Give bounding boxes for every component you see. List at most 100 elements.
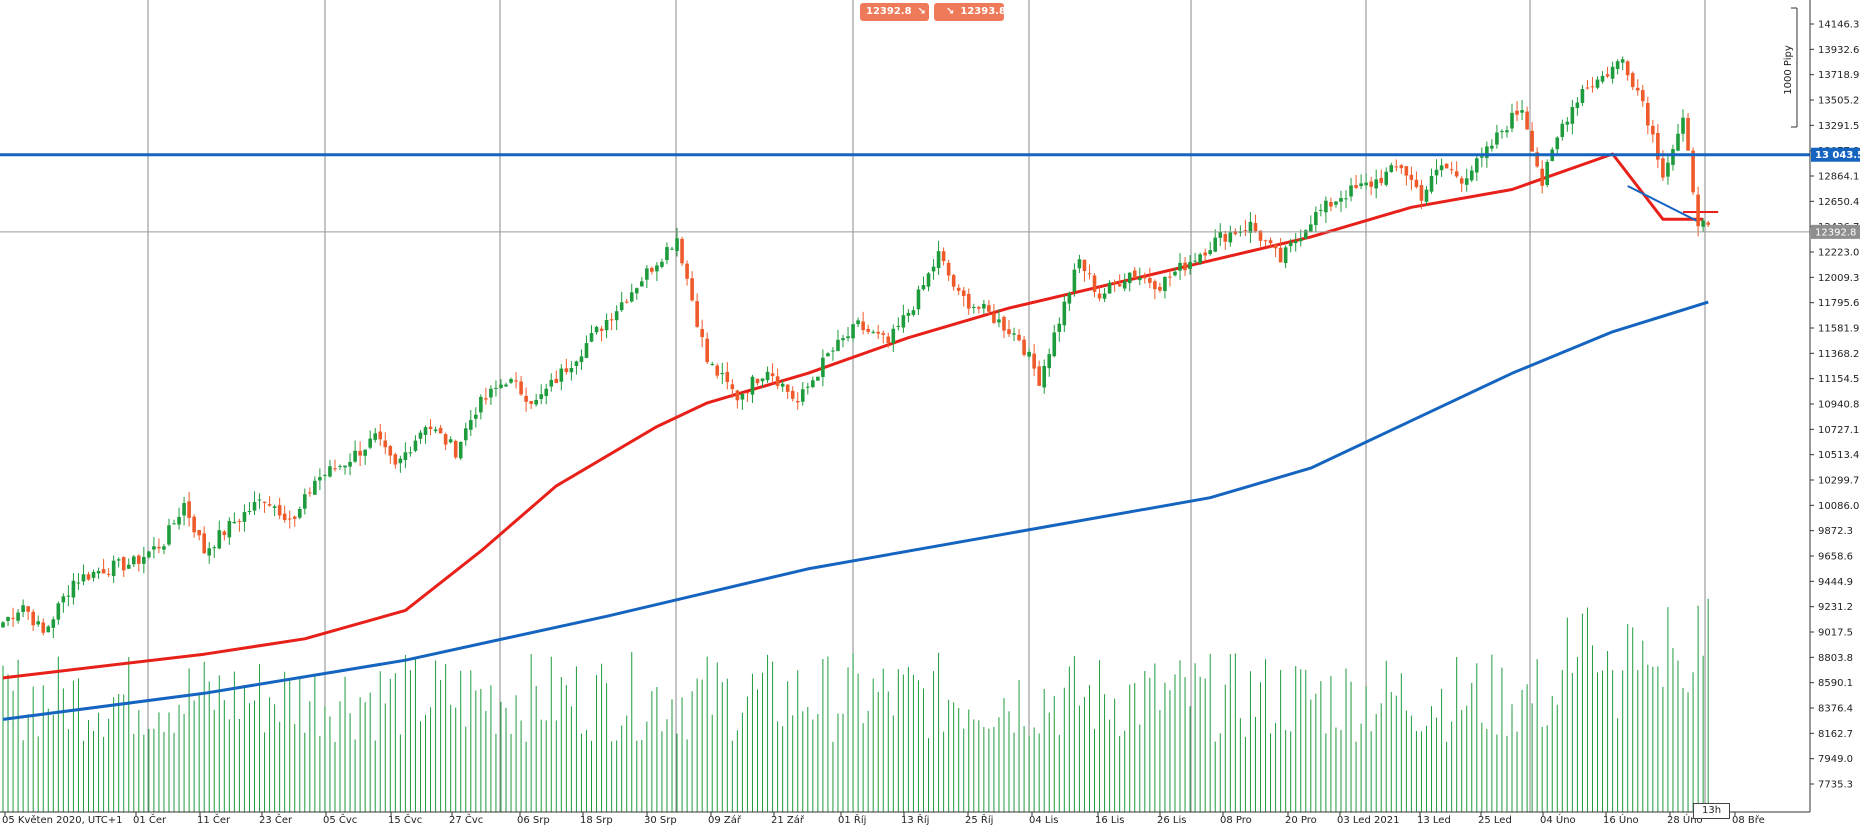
time-tick-label: 15 Čvc xyxy=(388,813,422,826)
bullish-candle xyxy=(710,363,715,365)
bearish-candle xyxy=(1158,286,1162,291)
price-tick-label: 13932.6 xyxy=(1818,45,1859,56)
time-tick-label: 01 Říj xyxy=(838,813,866,826)
bullish-candle xyxy=(1474,158,1479,173)
bullish-candle xyxy=(1293,241,1298,244)
bearish-candle xyxy=(1404,166,1409,176)
price-tick-label: 13718.9 xyxy=(1818,70,1859,81)
bullish-candle xyxy=(1610,66,1615,79)
bearish-candle xyxy=(1646,102,1650,126)
bullish-candle xyxy=(826,353,830,357)
bullish-candle xyxy=(1228,232,1233,243)
bullish-candle xyxy=(765,371,770,381)
time-tick-label: 23 Čer xyxy=(259,813,293,826)
bearish-candle xyxy=(443,434,448,445)
bearish-candle xyxy=(292,516,297,519)
bullish-candle xyxy=(1595,79,1600,88)
price-tick-label: 10513.4 xyxy=(1818,450,1859,461)
bullish-candle xyxy=(1384,171,1389,185)
bullish-candle xyxy=(1464,178,1469,185)
price-tick-label: 13505.2 xyxy=(1818,96,1859,107)
bullish-candle xyxy=(297,508,302,518)
time-axis[interactable]: 05 Květen 2020, UTC+1 01 Čer 11 Čer 23 Čer 0… xyxy=(0,811,1810,826)
bullish-candle xyxy=(1575,102,1580,109)
bearish-candle xyxy=(564,368,569,373)
bullish-candle xyxy=(836,339,840,352)
buy-price-tag[interactable]: ↘ 12393.8 xyxy=(934,3,1006,21)
bullish-candle xyxy=(569,367,574,373)
bullish-candle xyxy=(1178,262,1182,271)
candlesticks xyxy=(1,56,1710,639)
price-axis[interactable]: 14146.313932.613718.913505.213291.513077… xyxy=(1809,0,1861,812)
bullish-candle xyxy=(81,574,86,582)
bearish-candle xyxy=(1097,293,1102,299)
price-tick-label: 8803.8 xyxy=(1818,653,1853,664)
current-price-label-bg xyxy=(1811,224,1860,239)
bearish-candle xyxy=(529,400,533,404)
bearish-candle xyxy=(1087,273,1092,275)
bullish-candle xyxy=(926,273,931,287)
bearish-candle xyxy=(1691,150,1695,193)
bullish-candle xyxy=(247,510,252,512)
bearish-candle xyxy=(599,328,604,331)
bearish-candle xyxy=(1354,185,1358,188)
bullish-candle xyxy=(619,302,624,311)
bullish-candle xyxy=(931,266,936,272)
time-tick-label: 16 Lis xyxy=(1095,815,1124,826)
price-tick-label: 12864.1 xyxy=(1818,172,1859,183)
horizontal-price-line[interactable] xyxy=(0,153,1810,233)
bearish-candle xyxy=(1630,73,1635,87)
bearish-candle xyxy=(1444,163,1449,169)
bullish-candle xyxy=(1303,230,1308,239)
bullish-candle xyxy=(971,306,976,308)
bearish-candle xyxy=(378,431,383,440)
bullish-candle xyxy=(1600,75,1605,82)
time-tick-label: 16 Úno xyxy=(1603,813,1639,826)
sell-price-tag[interactable]: 12392.8 ↘ xyxy=(860,3,929,21)
bullish-candle xyxy=(152,546,156,550)
bullish-candle xyxy=(660,261,664,267)
bullish-candle xyxy=(1676,133,1680,151)
timeframe-badge[interactable]: 13h xyxy=(1693,803,1730,819)
bearish-candle xyxy=(1112,282,1117,284)
bullish-candle xyxy=(740,394,745,400)
bullish-candle xyxy=(665,247,669,261)
time-tick-label: 09 Zář xyxy=(708,814,742,826)
bullish-candle xyxy=(61,596,66,603)
time-tick-label: 25 Led xyxy=(1478,815,1512,826)
bearish-candle xyxy=(333,468,337,470)
bullish-candle xyxy=(1555,137,1560,150)
bullish-candle xyxy=(111,560,116,576)
volume-bars xyxy=(2,598,1709,812)
moving-average-blue-line xyxy=(2,300,1709,721)
bullish-candle xyxy=(539,394,544,399)
bullish-candle xyxy=(91,571,96,578)
bullish-candle xyxy=(46,626,51,633)
bullish-candle xyxy=(257,499,262,501)
bullish-candle xyxy=(1213,237,1218,252)
bullish-candle xyxy=(1671,148,1675,165)
bullish-candle xyxy=(675,238,679,251)
price-tick-label: 14146.3 xyxy=(1818,20,1859,31)
bullish-candle xyxy=(640,281,644,287)
time-tick-label: 20 Pro xyxy=(1285,815,1317,826)
bearish-candle xyxy=(267,504,272,506)
bullish-candle xyxy=(207,548,212,556)
price-tick-label: 9231.2 xyxy=(1818,602,1853,613)
bearish-candle xyxy=(1640,90,1645,102)
bullish-candle xyxy=(1565,121,1570,125)
bullish-candle xyxy=(1615,61,1620,70)
moving-average-red-line xyxy=(2,152,1704,680)
bearish-candle xyxy=(358,450,362,456)
bullish-candle xyxy=(328,466,332,477)
bearish-candle xyxy=(1132,270,1137,279)
bearish-candle xyxy=(951,275,956,287)
bearish-candle xyxy=(277,505,282,516)
bullish-candle xyxy=(936,251,941,269)
bullish-candle xyxy=(1127,272,1132,284)
bullish-candle xyxy=(398,458,403,464)
bullish-candle xyxy=(544,388,549,397)
bullish-candle xyxy=(921,285,926,290)
bullish-candle xyxy=(1319,210,1323,212)
